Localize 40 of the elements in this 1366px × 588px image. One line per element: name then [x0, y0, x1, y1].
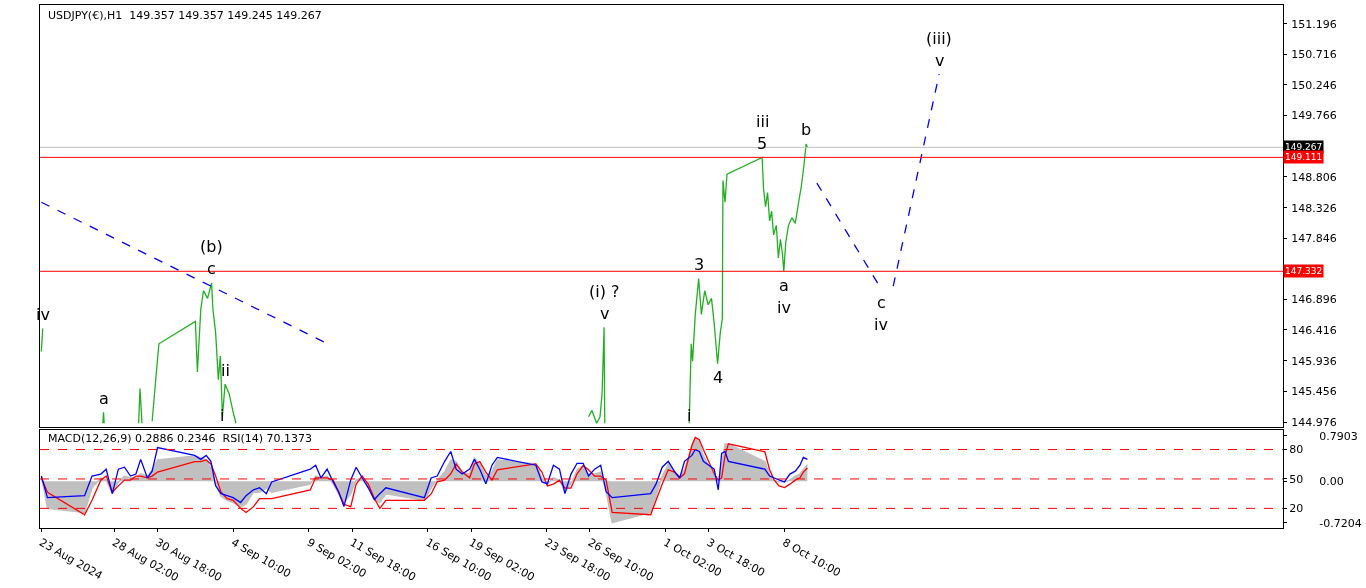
annotation: a	[99, 389, 109, 408]
annotation: a	[779, 276, 789, 295]
annotation: v	[935, 51, 945, 70]
annotation: i	[687, 406, 692, 425]
y-tick-label: -0.7204	[1319, 516, 1362, 530]
y-tick-label: 148.806	[1291, 170, 1337, 184]
annotation: ii	[221, 361, 230, 380]
y-tick-label: 145.936	[1291, 354, 1337, 368]
y-tick-label: 150.246	[1291, 78, 1337, 92]
y2-tick-label: 50	[1289, 472, 1304, 486]
ref-line-label: 147.332	[1285, 266, 1323, 276]
annotation: b	[801, 120, 812, 139]
ref-line-label: 149.111	[1285, 152, 1323, 162]
y-tick-label: 149.766	[1291, 109, 1337, 123]
annotation: (iii)	[926, 29, 952, 48]
annotation: iv	[874, 315, 888, 334]
annotation: 5	[757, 134, 768, 153]
y-tick-label: 146.416	[1291, 323, 1337, 337]
y2-tick-label: 80	[1289, 443, 1304, 457]
annotation: 3	[694, 255, 705, 274]
annotation: v	[600, 304, 610, 323]
annotation: iv	[777, 298, 791, 317]
y-tick-label: 147.846	[1291, 232, 1337, 246]
y2-tick-label: 20	[1289, 502, 1304, 516]
ref-line-label: 149.267	[1285, 142, 1323, 152]
annotation: c	[877, 293, 886, 312]
y-tick-label: 151.196	[1291, 17, 1337, 31]
y-tick-label: 0.00	[1319, 475, 1344, 489]
y-tick-label: 144.976	[1291, 416, 1337, 430]
y-tick-label: 146.896	[1291, 293, 1337, 307]
y-tick-label: 148.326	[1291, 201, 1337, 215]
y-tick-label: 0.7903	[1319, 429, 1358, 443]
chart-title: USDJPY(€),H1 149.357 149.357 149.245 149.267	[48, 9, 322, 22]
annotation: (b)	[200, 237, 223, 256]
y-tick-label: 145.456	[1291, 385, 1337, 399]
y-tick-label: 150.716	[1291, 48, 1337, 62]
annotation: iii	[756, 112, 770, 131]
annotation: i	[220, 406, 225, 425]
annotation: (i) ?	[589, 282, 620, 301]
annotation: 4	[713, 368, 724, 387]
